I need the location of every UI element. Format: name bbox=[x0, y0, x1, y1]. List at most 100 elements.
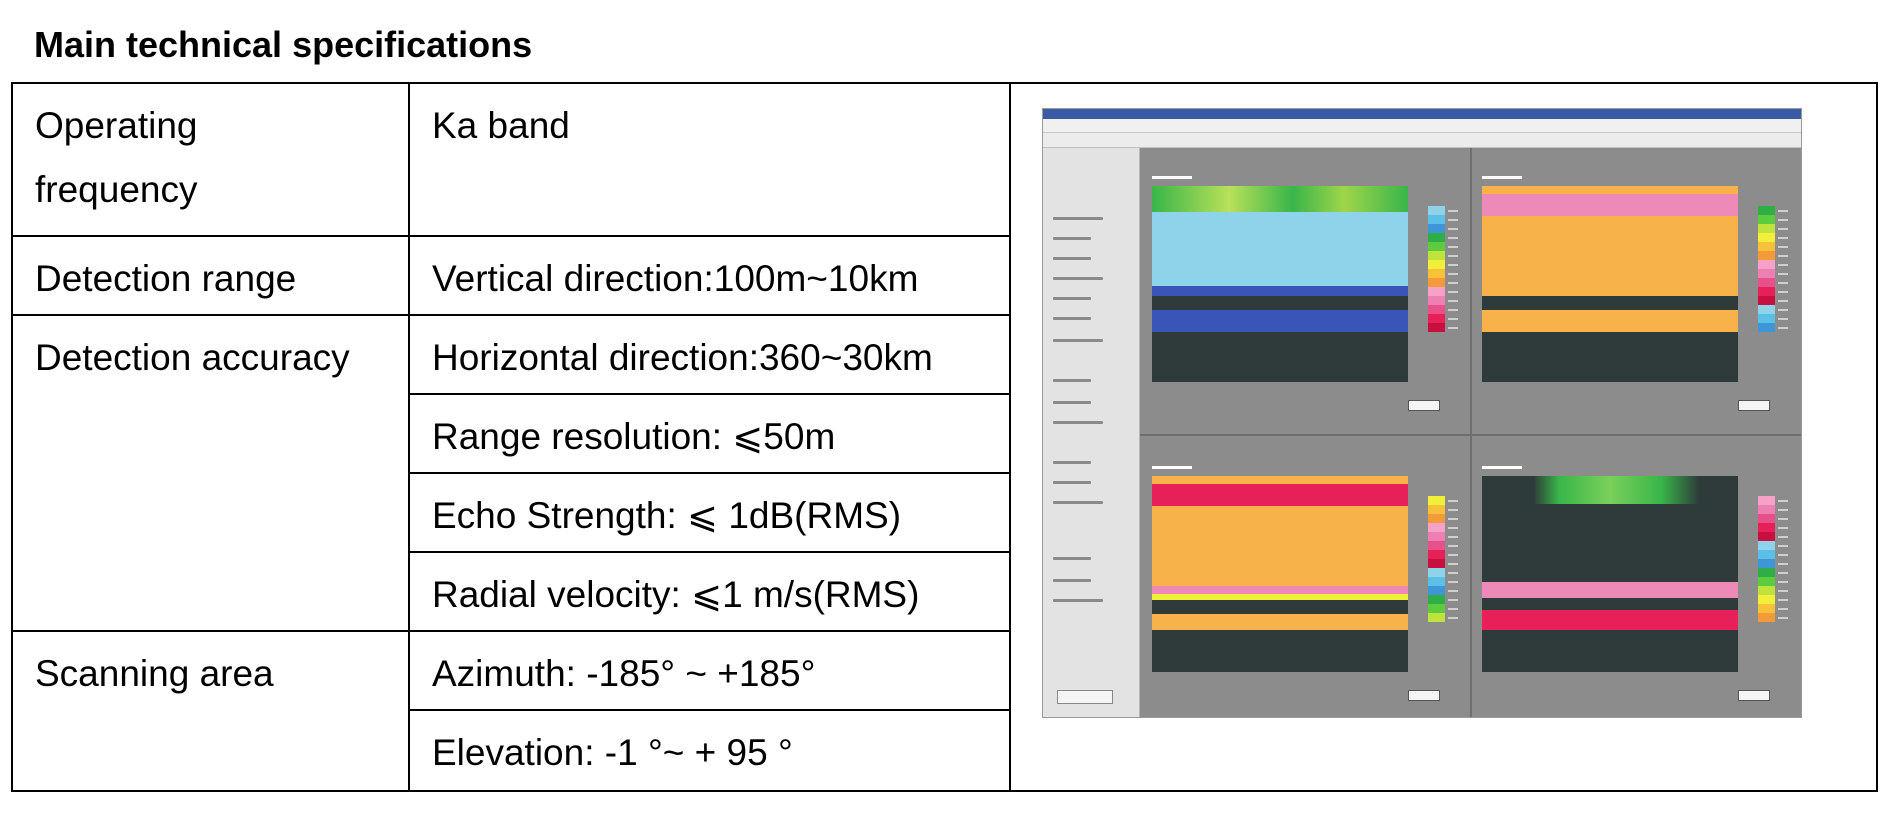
color-scale-label bbox=[1778, 581, 1788, 583]
side-panel-text bbox=[1053, 401, 1091, 404]
color-scale-label bbox=[1778, 246, 1788, 248]
color-scale-swatch bbox=[1428, 260, 1445, 269]
color-scale-swatch bbox=[1758, 550, 1775, 559]
side-panel-text bbox=[1053, 237, 1091, 240]
page-title: Main technical specifications bbox=[34, 24, 533, 65]
radar-echo-layer bbox=[1152, 296, 1408, 310]
color-scale-swatch bbox=[1758, 586, 1775, 595]
plot-option-button bbox=[1738, 690, 1770, 701]
radar-plot bbox=[1152, 476, 1408, 672]
color-scale-swatch bbox=[1428, 568, 1445, 577]
spec-label-operating-frequency: Operating frequency bbox=[11, 82, 410, 237]
color-scale-swatch bbox=[1428, 550, 1445, 559]
color-scale-label bbox=[1778, 291, 1788, 293]
color-scale-swatch bbox=[1758, 523, 1775, 532]
color-scale-swatch bbox=[1428, 496, 1445, 505]
radar-echo-layer bbox=[1482, 598, 1738, 610]
color-scale-label bbox=[1778, 617, 1788, 619]
color-scale-label bbox=[1448, 228, 1458, 230]
radar-echo-layer bbox=[1482, 216, 1738, 296]
color-scale-swatch bbox=[1758, 323, 1775, 332]
color-scale-swatch bbox=[1758, 514, 1775, 523]
radar-echo-layer bbox=[1152, 506, 1408, 586]
color-scale-label bbox=[1448, 509, 1458, 511]
color-scale-swatch bbox=[1428, 251, 1445, 260]
radar-echo-layer bbox=[1482, 194, 1738, 216]
radar-echo-layer bbox=[1152, 476, 1408, 484]
color-scale-label bbox=[1448, 608, 1458, 610]
color-scale-label bbox=[1778, 563, 1788, 565]
color-scale-swatch bbox=[1758, 251, 1775, 260]
color-scale-swatch bbox=[1758, 233, 1775, 242]
color-scale-label bbox=[1448, 246, 1458, 248]
color-scale-swatch bbox=[1428, 604, 1445, 613]
color-scale-swatch bbox=[1428, 206, 1445, 215]
side-panel-text bbox=[1053, 599, 1103, 602]
spec-label-scanning-area: Scanning area bbox=[11, 630, 410, 792]
radar-echo-layer bbox=[1152, 310, 1408, 332]
color-scale-swatch bbox=[1758, 260, 1775, 269]
color-scale-swatch bbox=[1758, 604, 1775, 613]
color-scale-label bbox=[1448, 500, 1458, 502]
color-scale-swatch bbox=[1428, 215, 1445, 224]
color-scale-swatch bbox=[1758, 541, 1775, 550]
color-scale-bar bbox=[1758, 496, 1775, 622]
color-scale-label bbox=[1778, 300, 1788, 302]
color-scale-label bbox=[1778, 554, 1788, 556]
color-scale-swatch bbox=[1758, 296, 1775, 305]
color-scale-swatch bbox=[1428, 305, 1445, 314]
radar-echo-layer bbox=[1152, 630, 1408, 646]
color-scale-swatch bbox=[1428, 233, 1445, 242]
color-scale-label bbox=[1778, 527, 1788, 529]
color-scale-label bbox=[1778, 318, 1788, 320]
color-scale-swatch bbox=[1758, 613, 1775, 622]
color-scale-label bbox=[1778, 255, 1788, 257]
spec-label-detection-range: Detection range bbox=[11, 235, 410, 316]
radar-echo-layer bbox=[1152, 586, 1408, 594]
radar-echo-layer bbox=[1152, 212, 1408, 286]
radar-echo-layer bbox=[1152, 484, 1408, 506]
color-scale-swatch bbox=[1758, 595, 1775, 604]
color-scale-swatch bbox=[1428, 523, 1445, 532]
color-scale-swatch bbox=[1428, 541, 1445, 550]
color-scale-swatch bbox=[1758, 532, 1775, 541]
radar-echo-layer bbox=[1152, 286, 1408, 296]
color-scale-label bbox=[1778, 590, 1788, 592]
color-scale-swatch bbox=[1758, 305, 1775, 314]
color-scale-label bbox=[1448, 264, 1458, 266]
color-scale-label bbox=[1778, 210, 1788, 212]
radar-echo-layer bbox=[1152, 600, 1408, 614]
side-panel-text bbox=[1053, 379, 1091, 382]
color-scale-label bbox=[1448, 318, 1458, 320]
side-panel-text bbox=[1053, 481, 1091, 484]
color-scale-label bbox=[1778, 309, 1788, 311]
color-scale-label bbox=[1448, 590, 1458, 592]
color-scale-label bbox=[1778, 219, 1788, 221]
color-scale-label bbox=[1448, 563, 1458, 565]
window-menubar bbox=[1043, 119, 1801, 133]
color-scale-label bbox=[1448, 617, 1458, 619]
plot-divider-vertical bbox=[1470, 148, 1472, 717]
side-panel-text bbox=[1053, 557, 1091, 560]
color-scale-swatch bbox=[1758, 505, 1775, 514]
color-scale-swatch bbox=[1758, 215, 1775, 224]
color-scale-swatch bbox=[1758, 577, 1775, 586]
radar-echo-layer bbox=[1482, 186, 1738, 194]
label-line: Operating bbox=[35, 105, 198, 146]
color-scale-swatch bbox=[1758, 559, 1775, 568]
plot-area bbox=[1140, 148, 1801, 717]
color-scale-swatch bbox=[1758, 496, 1775, 505]
color-scale-swatch bbox=[1428, 287, 1445, 296]
color-scale-label bbox=[1448, 282, 1458, 284]
color-scale-label bbox=[1448, 572, 1458, 574]
color-scale-swatch bbox=[1428, 514, 1445, 523]
radar-echo-layer bbox=[1482, 310, 1738, 332]
side-panel-text bbox=[1053, 421, 1103, 424]
color-scale-swatch bbox=[1428, 613, 1445, 622]
color-scale-label bbox=[1448, 309, 1458, 311]
radar-echo-layer bbox=[1152, 332, 1408, 346]
side-panel-button bbox=[1057, 690, 1113, 704]
plot-title bbox=[1482, 176, 1522, 179]
color-scale-label bbox=[1448, 527, 1458, 529]
spec-value-range-resolution: Range resolution: ⩽50m bbox=[408, 393, 1011, 474]
